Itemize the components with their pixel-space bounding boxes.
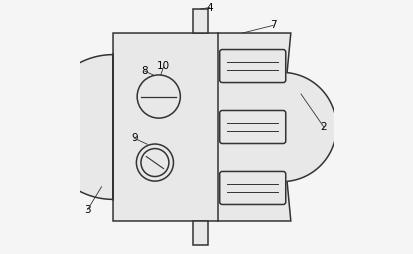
Circle shape [137,75,180,118]
FancyBboxPatch shape [219,171,285,204]
Bar [192,221,208,245]
Text: 4: 4 [206,3,212,13]
Text: 8: 8 [141,66,148,76]
FancyBboxPatch shape [219,110,285,144]
Text: 2: 2 [320,122,326,132]
Text: 3: 3 [84,204,91,215]
Polygon shape [40,33,336,221]
Text: 7: 7 [269,20,276,30]
Circle shape [136,144,173,181]
Circle shape [140,149,169,177]
Bar [192,9,208,33]
FancyBboxPatch shape [219,50,285,83]
Text: 9: 9 [131,133,138,144]
Text: 10: 10 [157,61,170,71]
